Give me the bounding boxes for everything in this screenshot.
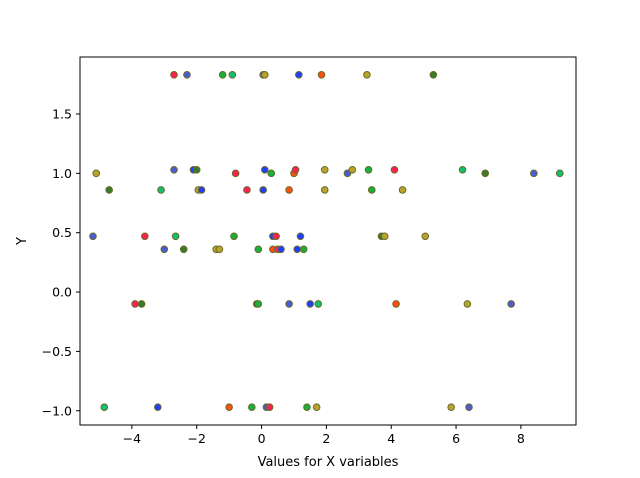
scatter-point (89, 232, 97, 241)
scatter-point (260, 71, 269, 79)
data-points (89, 71, 564, 411)
scatter-point (312, 403, 321, 411)
x-tick-label: 4 (387, 431, 395, 446)
y-axis-ticks: −1.0 −0.5 0.0 0.5 1.0 1.5 (42, 106, 80, 418)
x-tick-label: 2 (322, 431, 330, 446)
scatter-point (170, 71, 178, 79)
scatter-point (530, 169, 538, 178)
scatter-point (398, 186, 407, 194)
scatter-point (317, 71, 326, 79)
scatter-point (215, 245, 224, 254)
scatter-point (421, 232, 430, 241)
x-axis-label: Values for X variables (258, 455, 399, 470)
scatter-point (367, 186, 376, 194)
y-tick-label: −0.5 (42, 344, 72, 359)
scatter-point (390, 165, 399, 174)
scatter-point (260, 165, 269, 174)
scatter-point (218, 71, 227, 79)
x-tick-label: −2 (187, 431, 205, 446)
scatter-point (105, 186, 113, 194)
y-tick-label: 0.0 (52, 285, 72, 300)
scatter-point (277, 245, 285, 254)
y-tick-label: −1.0 (42, 403, 72, 418)
scatter-point (243, 186, 251, 194)
scatter-point (296, 232, 305, 241)
scatter-point (320, 165, 329, 174)
scatter-point (259, 186, 267, 194)
scatter-point (285, 186, 293, 194)
y-tick-label: 1.5 (52, 106, 72, 121)
scatter-point (303, 403, 311, 411)
scatter-point (481, 169, 490, 178)
scatter-point (137, 300, 146, 308)
scatter-point (157, 186, 165, 194)
scatter-point (225, 403, 233, 411)
scatter-point (555, 169, 564, 178)
scatter-point (228, 71, 237, 79)
scatter-point (463, 300, 472, 308)
scatter-point (179, 245, 188, 254)
scatter-point (348, 165, 357, 174)
scatter-point (392, 300, 400, 308)
scatter-point (291, 165, 300, 174)
scatter-point (254, 245, 263, 254)
scatter-point (267, 169, 276, 178)
scatter-point (141, 232, 149, 241)
scatter-point (183, 71, 191, 79)
x-axis-ticks: −4 −2 0 2 4 6 8 (123, 425, 525, 446)
scatter-point (364, 165, 373, 174)
scatter-point (306, 300, 314, 308)
scatter-point (272, 232, 280, 241)
scatter-point (265, 403, 274, 411)
scatter-point (363, 71, 371, 79)
scatter-point (295, 71, 303, 79)
scatter-point (170, 165, 178, 174)
scatter-point (429, 71, 438, 79)
scatter-point (465, 403, 473, 411)
scatter-point (285, 300, 293, 308)
x-tick-label: −4 (123, 431, 141, 446)
scatter-point (92, 169, 101, 178)
scatter-point (231, 169, 240, 178)
scatter-point (154, 403, 162, 411)
y-tick-label: 1.0 (52, 166, 72, 181)
scatter-point (248, 403, 256, 411)
x-tick-label: 6 (452, 431, 460, 446)
y-axis-label: Y (15, 237, 30, 246)
plot-area (79, 56, 577, 426)
x-tick-label: 0 (258, 431, 266, 446)
x-tick-label: 8 (517, 431, 525, 446)
scatter-point (447, 403, 455, 411)
scatter-point (160, 245, 169, 254)
scatter-point (380, 232, 389, 241)
scatter-point (299, 245, 308, 254)
scatter-point (320, 186, 329, 194)
scatter-point (293, 245, 302, 254)
scatter-point (192, 165, 201, 174)
scatter-point (230, 232, 238, 241)
scatter-point (100, 403, 109, 411)
scatter-point (314, 300, 323, 308)
scatter-point (507, 300, 515, 308)
y-tick-label: 0.5 (52, 225, 72, 240)
scatter-point (197, 186, 206, 194)
scatter-point (131, 300, 139, 308)
scatter-point (254, 300, 263, 308)
scatter-point (171, 232, 180, 241)
scatter-point (458, 165, 467, 174)
